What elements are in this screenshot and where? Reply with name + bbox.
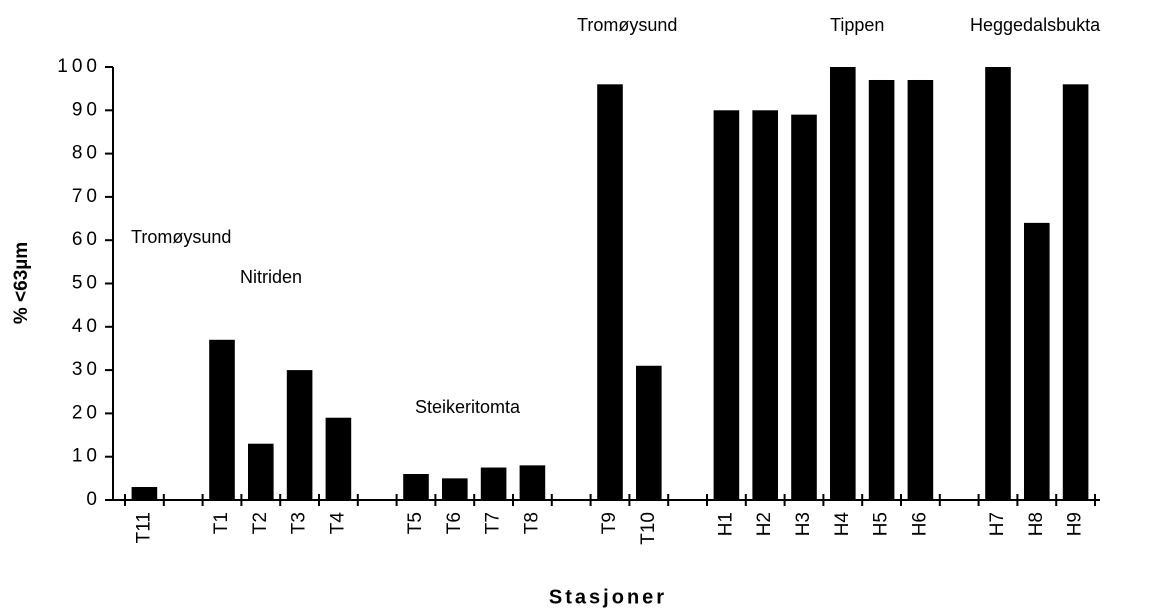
bar <box>441 478 468 500</box>
y-tick-label: 0 <box>86 489 101 510</box>
bar <box>868 79 895 501</box>
x-tick-label: T1 <box>211 512 232 534</box>
bar <box>403 474 429 500</box>
x-tick-label: H7 <box>987 512 1008 536</box>
bar <box>1023 222 1050 500</box>
annotation: Tromøysund <box>577 15 677 35</box>
bar <box>209 339 235 500</box>
x-tick-label: T4 <box>327 512 348 535</box>
y-tick-label: 10 <box>72 446 101 467</box>
x-tick-label: H4 <box>832 512 853 537</box>
y-tick-label: 40 <box>72 316 101 337</box>
x-tick-label: H3 <box>793 512 814 536</box>
annotation: Tippen <box>830 15 884 35</box>
bar <box>286 370 313 500</box>
annotation: Heggedalsbukta <box>970 15 1101 35</box>
x-tick-label: H6 <box>909 512 930 536</box>
x-tick-label: H8 <box>1026 512 1047 536</box>
bar <box>325 417 352 500</box>
annotation: Steikeritomta <box>415 397 521 417</box>
x-tick-label: T11 <box>133 512 154 543</box>
bar <box>985 67 1011 500</box>
bar <box>829 67 856 500</box>
bar <box>519 465 546 500</box>
y-tick-label: 90 <box>72 99 101 120</box>
bar <box>597 84 623 500</box>
bar <box>791 114 817 500</box>
x-tick-label: T5 <box>405 512 426 534</box>
bar <box>247 443 274 500</box>
annotation: Tromøysund <box>131 227 231 247</box>
annotation: Nitriden <box>240 267 302 287</box>
y-tick-label: 30 <box>72 359 101 380</box>
x-tick-label: T10 <box>638 512 659 545</box>
bar <box>752 110 779 501</box>
x-tick-label: T7 <box>483 512 504 534</box>
x-tick-label: T2 <box>250 512 271 534</box>
x-tick-label: H5 <box>871 512 892 536</box>
y-tick-label: 20 <box>72 402 101 423</box>
x-tick-label: T8 <box>521 512 542 534</box>
x-tick-label: T3 <box>289 512 310 534</box>
y-tick-label: 60 <box>72 229 101 250</box>
x-tick-label: T9 <box>599 512 620 534</box>
y-tick-label: 70 <box>72 186 101 207</box>
bar <box>635 365 662 500</box>
x-tick-label: H2 <box>754 512 775 536</box>
y-tick-label: 80 <box>72 143 101 164</box>
x-tick-label: H1 <box>715 512 736 536</box>
x-tick-label: T6 <box>444 512 465 534</box>
bar <box>1062 84 1089 500</box>
y-tick-label: 100 <box>57 56 101 77</box>
y-axis-label: % <63µm <box>11 242 32 324</box>
bar <box>131 487 158 500</box>
bar <box>713 110 740 501</box>
bar <box>907 79 934 501</box>
y-tick-label: 50 <box>72 273 101 294</box>
x-axis-label: Stasjoner <box>549 586 667 608</box>
bar <box>480 467 507 500</box>
x-tick-label: H9 <box>1065 512 1086 536</box>
